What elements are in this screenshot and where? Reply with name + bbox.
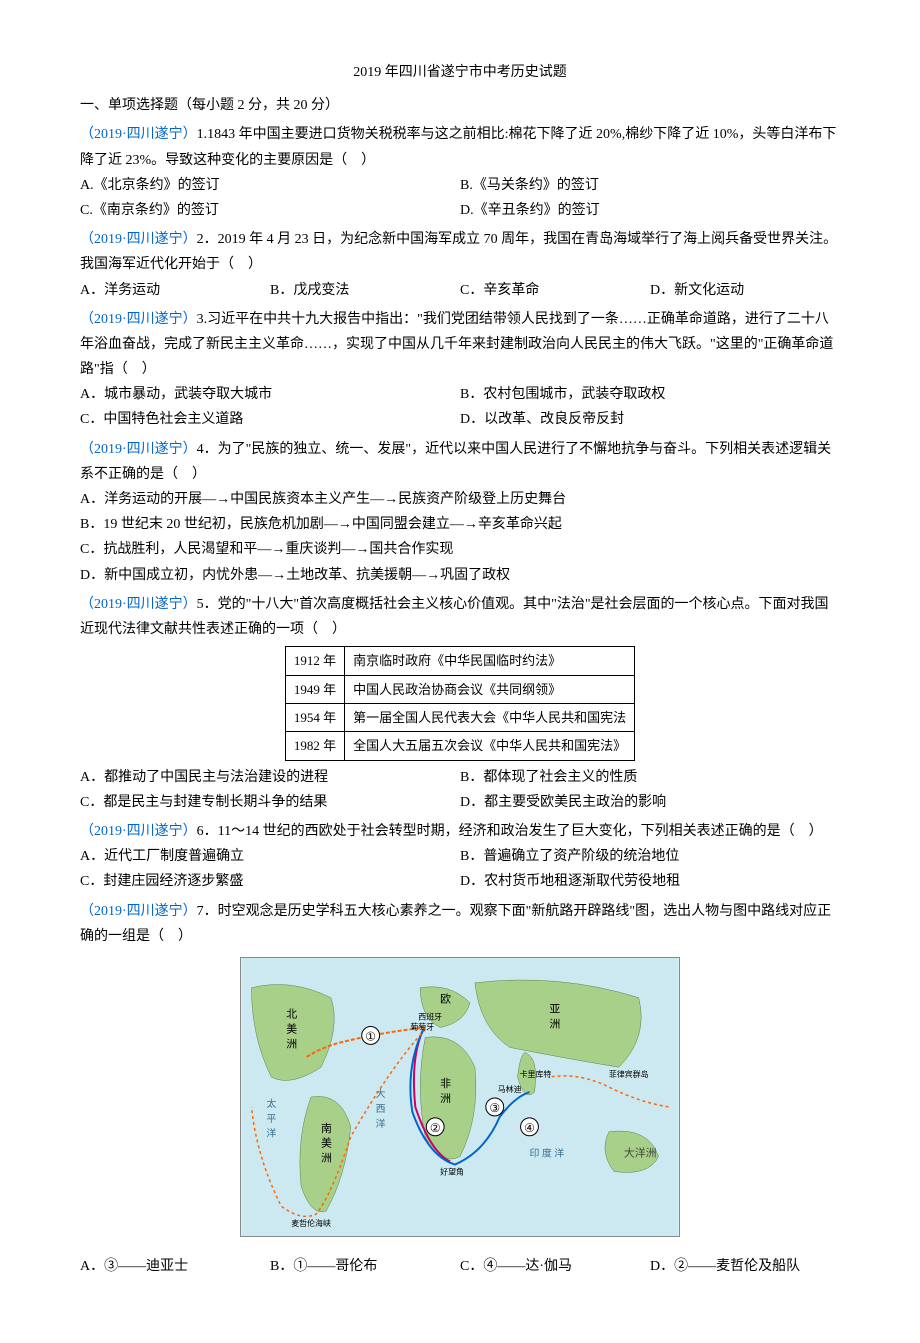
option-c: C．中国特色社会主义道路 [80, 407, 460, 432]
label-pacific: 太 [266, 1097, 276, 1110]
table-cell: 1954 年 [285, 703, 344, 731]
label-america2: 美 [321, 1137, 332, 1150]
option-a: A．近代工厂制度普遍确立 [80, 844, 460, 869]
label-africa: 非 [440, 1077, 451, 1090]
table-row: 1954 年 第一届全国人民代表大会《中华人民共和国宪法 [285, 703, 634, 731]
question-prefix: （2019·四川遂宁） [80, 127, 197, 142]
question-prefix: （2019·四川遂宁） [80, 312, 197, 327]
question-6: （2019·四川遂宁）6．11～14 世纪的西欧处于社会转型时期，经济和政治发生… [80, 819, 840, 895]
option-a: A．洋务运动 [80, 278, 270, 303]
option-b: B．普遍确立了资产阶级的统治地位 [460, 844, 840, 869]
table-row: 1982 年 全国人大五届五次会议《中华人民共和国宪法》 [285, 732, 634, 760]
table-row: 1949 年 中国人民政治协商会议《共同纲领》 [285, 675, 634, 703]
label-philippines: 菲律宾群岛 [609, 1069, 649, 1079]
question-7: （2019·四川遂宁）7．时空观念是历史学科五大核心素养之一。观察下面"新航路开… [80, 899, 840, 1280]
label-malindi: 马林迪 [498, 1084, 522, 1094]
question-3: （2019·四川遂宁）3.习近平在中共十九大报告中指出："我们党团结带领人民找到… [80, 307, 840, 433]
label-europe: 欧 [440, 993, 451, 1006]
question-5: （2019·四川遂宁）5．党的"十八大"首次高度概括社会主义核心价值观。其中"法… [80, 592, 840, 815]
world-map-routes: ① ② ③ ④ 北 美 洲 南 美 洲 欧 非 洲 亚 洲 大洋洲 大 西 洋 … [240, 957, 680, 1237]
marker-3: ③ [489, 1101, 500, 1115]
label-continent: 洲 [286, 1038, 297, 1050]
option-b: B．农村包围城市，武装夺取政权 [460, 382, 840, 407]
option-a: A．③——迪亚士 [80, 1254, 270, 1279]
label-continent3: 洲 [440, 1093, 451, 1105]
question-prefix: （2019·四川遂宁） [80, 442, 197, 457]
table-cell: 1912 年 [285, 647, 344, 675]
option-c: C．辛亥革命 [460, 278, 650, 303]
label-atlantic: 大 [376, 1087, 386, 1100]
option-c: C．封建庄园经济逐步繁盛 [80, 869, 460, 894]
law-documents-table: 1912 年 南京临时政府《中华民国临时约法》 1949 年 中国人民政治协商会… [285, 646, 635, 761]
question-1: （2019·四川遂宁）1.1843 年中国主要进口货物关税税率与这之前相比:棉花… [80, 122, 840, 223]
option-d: D．以改革、改良反帝反封 [460, 407, 840, 432]
question-prefix: （2019·四川遂宁） [80, 904, 197, 919]
label-strait: 麦哲伦海峡 [291, 1218, 331, 1228]
option-a: A．洋务运动的开展—→中国民族资本主义产生—→民族资产阶级登上历史舞台 [80, 487, 840, 512]
question-2: （2019·四川遂宁）2．2019 年 4 月 23 日，为纪念新中国海军成立 … [80, 227, 840, 303]
table-cell: 全国人大五届五次会议《中华人民共和国宪法》 [345, 732, 635, 760]
label-north: 北 [286, 1008, 297, 1021]
section-header: 一、单项选择题（每小题 2 分，共 20 分） [80, 93, 840, 118]
question-4: （2019·四川遂宁）4．为了"民族的独立、统一、发展"，近代以来中国人民进行了… [80, 437, 840, 588]
question-prefix: （2019·四川遂宁） [80, 232, 197, 247]
label-continent4: 洲 [549, 1019, 560, 1031]
svg-text:平: 平 [266, 1114, 276, 1125]
label-goodhope: 好望角 [440, 1166, 464, 1176]
option-c: C．都是民主与封建专制长期斗争的结果 [80, 790, 460, 815]
label-continent2: 洲 [321, 1153, 332, 1165]
label-south: 南 [321, 1122, 332, 1135]
option-d: D．都主要受欧美民主政治的影响 [460, 790, 840, 815]
marker-4: ④ [524, 1121, 535, 1135]
option-b: B．19 世纪末 20 世纪初，民族危机加剧—→中国同盟会建立—→辛亥革命兴起 [80, 512, 840, 537]
table-cell: 1949 年 [285, 675, 344, 703]
option-d: D．新中国成立初，内忧外患—→土地改革、抗美援朝—→巩固了政权 [80, 563, 840, 588]
option-a: A．都推动了中国民主与法治建设的进程 [80, 765, 460, 790]
question-prefix: （2019·四川遂宁） [80, 824, 197, 839]
svg-text:洋: 洋 [376, 1117, 386, 1130]
option-b: B.《马关条约》的签订 [460, 173, 840, 198]
label-spain: 西班牙 [418, 1012, 442, 1022]
option-c: C．抗战胜利，人民渴望和平—→重庆谈判—→国共合作实现 [80, 537, 840, 562]
label-portugal: 葡萄牙 [410, 1021, 434, 1031]
option-b: B．①——哥伦布 [270, 1254, 460, 1279]
svg-text:西: 西 [376, 1104, 386, 1115]
table-cell: 第一届全国人民代表大会《中华人民共和国宪法 [345, 703, 635, 731]
label-asia: 亚 [549, 1004, 560, 1016]
option-d: D．新文化运动 [650, 278, 840, 303]
map-figure: ① ② ③ ④ 北 美 洲 南 美 洲 欧 非 洲 亚 洲 大洋洲 大 西 洋 … [80, 957, 840, 1246]
svg-text:洋: 洋 [266, 1127, 276, 1140]
question-text: 6．11～14 世纪的西欧处于社会转型时期，经济和政治发生了巨大变化，下列相关表… [197, 824, 823, 839]
table-row: 1912 年 南京临时政府《中华民国临时约法》 [285, 647, 634, 675]
option-d: D.《辛丑条约》的签订 [460, 198, 840, 223]
page-title: 2019 年四川省遂宁市中考历史试题 [80, 60, 840, 85]
label-australia: 大洋洲 [624, 1146, 657, 1160]
option-a: A.《北京条约》的签订 [80, 173, 460, 198]
option-c: C.《南京条约》的签订 [80, 198, 460, 223]
option-b: B．都体现了社会主义的性质 [460, 765, 840, 790]
label-indian: 印 度 洋 [530, 1147, 565, 1160]
marker-1: ① [365, 1029, 376, 1043]
option-d: D．农村货币地租逐渐取代劳役地租 [460, 869, 840, 894]
label-calicut: 卡里库特 [520, 1069, 552, 1079]
marker-2: ② [430, 1121, 441, 1135]
question-prefix: （2019·四川遂宁） [80, 597, 197, 612]
table-cell: 1982 年 [285, 732, 344, 760]
table-cell: 中国人民政治协商会议《共同纲领》 [345, 675, 635, 703]
table-cell: 南京临时政府《中华民国临时约法》 [345, 647, 635, 675]
option-a: A．城市暴动，武装夺取大城市 [80, 382, 460, 407]
option-c: C．④——达·伽马 [460, 1254, 650, 1279]
option-d: D．②——麦哲伦及船队 [650, 1254, 840, 1279]
option-b: B．戊戌变法 [270, 278, 460, 303]
label-america: 美 [286, 1022, 297, 1035]
